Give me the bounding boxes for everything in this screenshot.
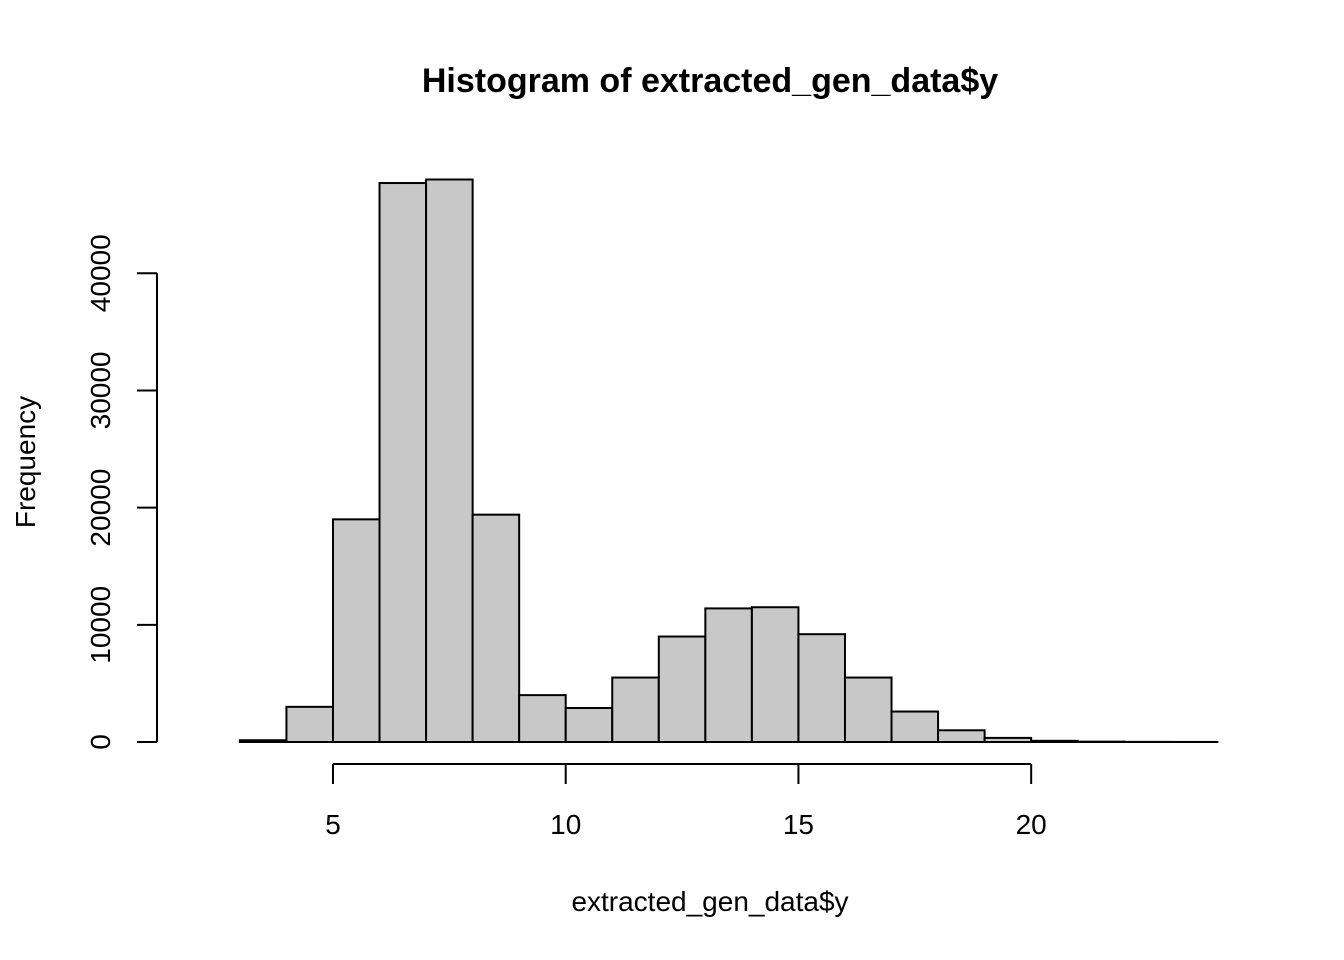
histogram-bar: [797, 633, 846, 743]
y-axis: 0 10000 20000 30000 40000: [85, 234, 158, 750]
histogram-bar: [937, 729, 986, 743]
x-axis-label: extracted_gen_data$y: [571, 886, 848, 917]
x-tick-label: 10: [550, 809, 581, 840]
y-tick-label: 10000: [85, 586, 116, 664]
y-axis-label: Frequency: [10, 396, 41, 528]
x-tick-label: 20: [1016, 809, 1047, 840]
chart-title: Histogram of extracted_gen_data$y: [422, 62, 998, 100]
histogram-bar: [657, 635, 707, 743]
histogram-bar: [425, 178, 474, 743]
histogram-bar: [285, 705, 334, 743]
histogram-bar: [471, 513, 521, 743]
x-axis: 5 10 15 20: [325, 763, 1047, 840]
y-tick-label: 30000: [85, 352, 116, 430]
histogram-bar: [750, 606, 800, 743]
histogram-bar: [564, 707, 614, 743]
y-tick-label: 40000: [85, 234, 116, 312]
x-tick-label: 5: [325, 809, 341, 840]
histogram-bar: [518, 694, 567, 743]
y-tick-label: 0: [85, 734, 116, 750]
histogram-bar: [331, 518, 381, 743]
histogram-bar: [843, 676, 893, 743]
histogram-bar: [704, 607, 753, 743]
x-tick-label: 15: [783, 809, 814, 840]
histogram-bar: [890, 710, 940, 743]
histogram-bar: [611, 676, 660, 743]
bars-group: [238, 178, 1219, 743]
histogram-bar: [378, 182, 428, 743]
y-tick-label: 20000: [85, 469, 116, 547]
